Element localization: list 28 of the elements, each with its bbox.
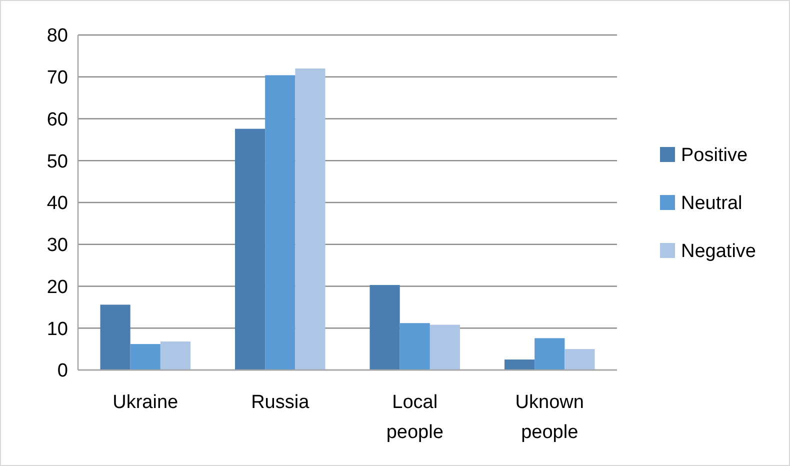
bar [504, 360, 535, 370]
x-tick-label: Ukraine [112, 392, 178, 413]
x-tick-label: Local people [386, 392, 444, 443]
bar [534, 338, 565, 370]
y-tick-label: 20 [46, 276, 68, 298]
y-tick-label: 30 [46, 235, 68, 256]
y-tick-label: 60 [46, 109, 68, 130]
y-tick-label: 70 [46, 68, 68, 89]
bar [100, 304, 130, 370]
bar [370, 284, 400, 370]
y-tick-label: 10 [46, 318, 68, 340]
bar [265, 75, 296, 370]
y-tick-label: 40 [46, 193, 68, 214]
x-tick-label: Russia [251, 392, 310, 413]
bar [295, 68, 326, 370]
y-tick-label: 80 [46, 26, 68, 47]
legend-label: Negative [681, 241, 756, 262]
y-tick-label: 0 [57, 360, 68, 382]
bar [564, 349, 595, 370]
bar [160, 342, 191, 370]
y-tick-label: 50 [46, 151, 68, 172]
x-tick-label: Uknown people [515, 392, 584, 443]
legend-label: Positive [681, 145, 748, 166]
bar [400, 323, 430, 370]
bar [130, 344, 160, 370]
bar [234, 128, 266, 370]
bar [430, 324, 460, 370]
legend-label: Neutral [681, 193, 742, 214]
